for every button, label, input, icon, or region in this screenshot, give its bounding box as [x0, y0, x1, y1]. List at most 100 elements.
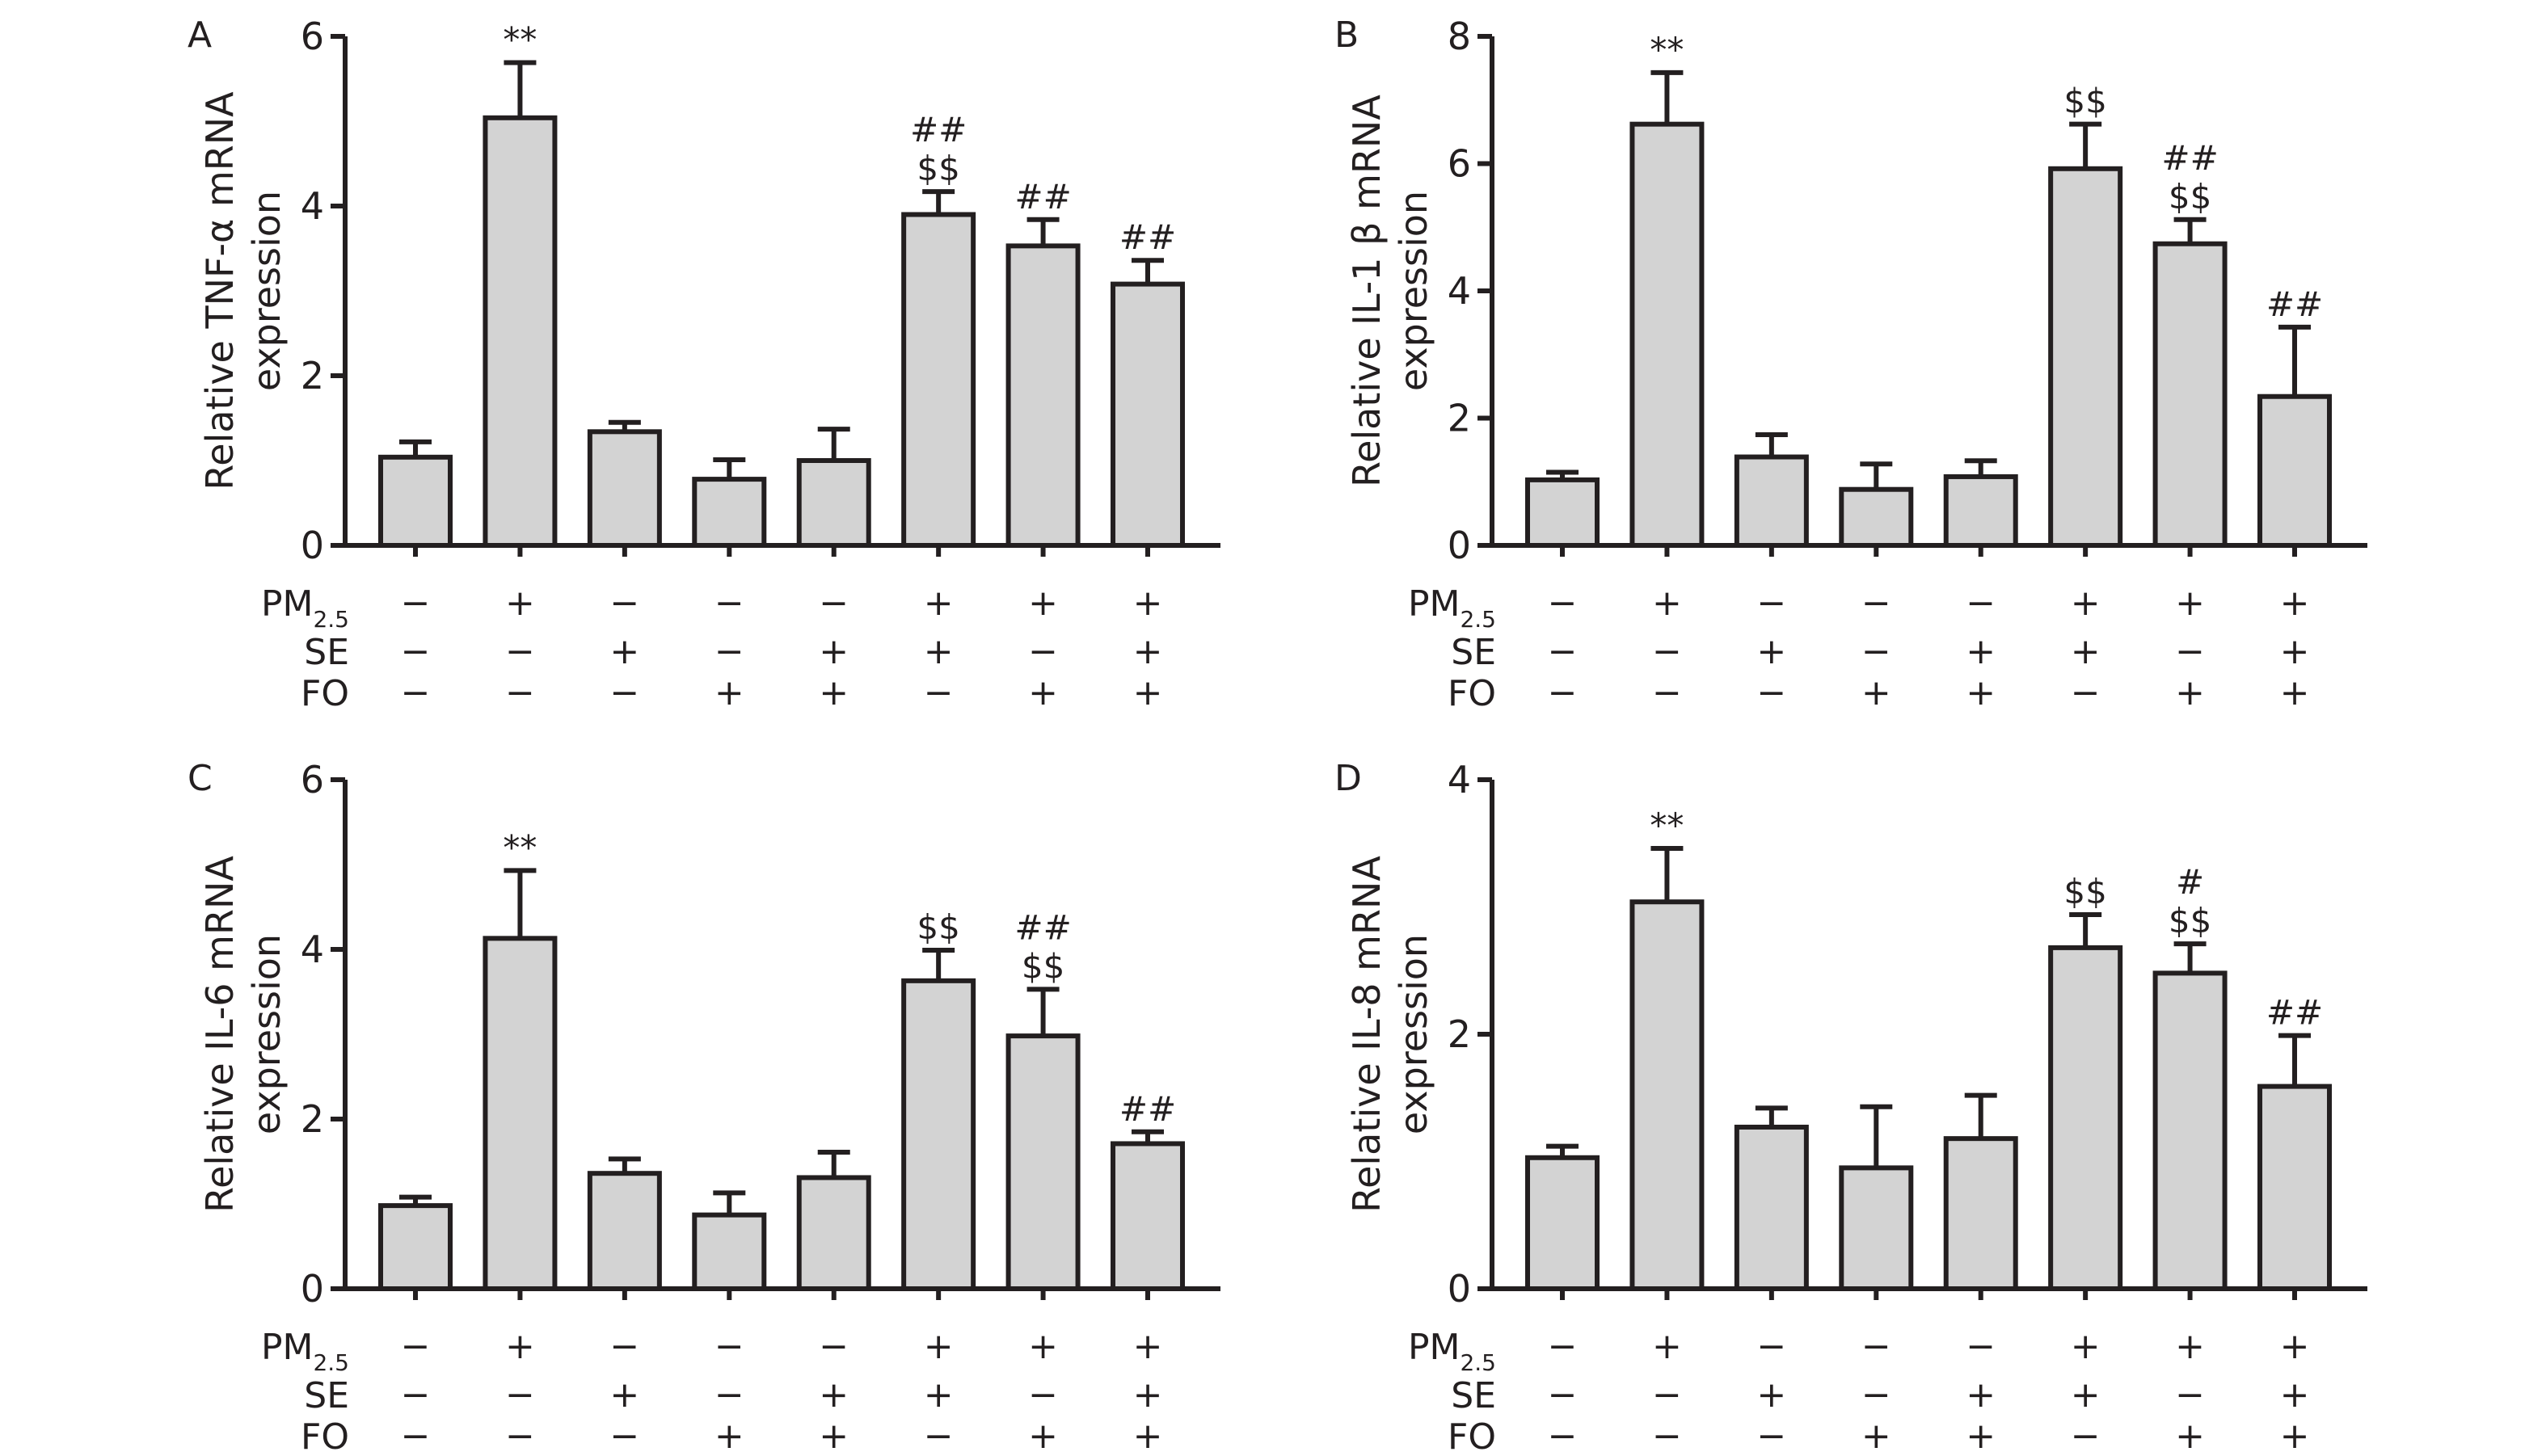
treatment-sign: −	[401, 631, 431, 672]
significance-label: **	[1650, 30, 1684, 69]
treatment-name: FO	[301, 1416, 349, 1452]
y-tick-label: 6	[1448, 142, 1471, 186]
y-tick-label: 8	[1448, 15, 1471, 58]
treatment-row-label: PM2.5	[261, 583, 349, 633]
bar	[1734, 1124, 1809, 1291]
treatment-sign: −	[1861, 583, 1891, 624]
treatment-sign: +	[1028, 1326, 1058, 1367]
treatment-row-label: SE	[304, 632, 349, 673]
bar	[1839, 486, 1914, 549]
treatment-sign: +	[1966, 631, 1996, 672]
significance-label: ##	[1014, 907, 1071, 947]
treatment-sign: −	[401, 583, 431, 624]
treatment-sign: −	[1028, 631, 1058, 672]
panel-b: B Relative IL-1 β mRNA expression 0 2 4 6 8 ** $$…	[1334, 15, 2367, 714]
y-axis-title-line: expression	[1392, 191, 1435, 391]
bar	[483, 115, 558, 549]
treatment-sign: +	[819, 1416, 849, 1452]
bar	[2152, 241, 2228, 548]
treatment-sign: +	[2071, 583, 2101, 624]
bar	[1839, 1165, 1914, 1291]
treatment-row-label: PM2.5	[1408, 583, 1496, 633]
treatment-sign: −	[401, 1416, 431, 1452]
treatment-row-label: SE	[1451, 632, 1496, 673]
treatment-sign: +	[2280, 1416, 2310, 1452]
panel-letter: C	[188, 758, 213, 799]
panel-letter: D	[1334, 758, 1362, 799]
treatment-name: FO	[1448, 673, 1496, 714]
significance-label: **	[1650, 806, 1684, 845]
y-tick-label: 2	[1448, 397, 1471, 440]
bar	[1629, 899, 1705, 1291]
treatment-sign: −	[1548, 672, 1578, 713]
treatment-row-label: SE	[304, 1375, 349, 1416]
y-axis-title-line: expression	[245, 191, 289, 391]
bar	[483, 936, 558, 1291]
treatment-sign: −	[819, 1326, 849, 1367]
treatment-sign: −	[1652, 1416, 1682, 1452]
treatment-sign: −	[505, 631, 535, 672]
y-tick-label: 4	[1448, 269, 1471, 313]
y-axis-title-line: expression	[245, 934, 289, 1134]
y-axis-title-line: Relative IL-6 mRNA	[198, 856, 242, 1213]
bar	[901, 978, 976, 1291]
bar	[2152, 970, 2228, 1291]
bar	[2257, 1084, 2333, 1292]
treatment-sign: −	[2175, 631, 2205, 672]
treatment-name: PM	[261, 1327, 314, 1368]
treatment-row-label: PM2.5	[1408, 1327, 1496, 1376]
treatment-sign: +	[1966, 1374, 1996, 1416]
treatment-name: PM	[1408, 583, 1461, 625]
treatment-subscript: 2.5	[1460, 606, 1496, 633]
treatment-sign: +	[1861, 1416, 1891, 1452]
treatment-sign: +	[924, 1374, 954, 1416]
treatment-sign: −	[2071, 672, 2101, 713]
significance-label: #	[2176, 862, 2204, 902]
treatment-sign: +	[2175, 1416, 2205, 1452]
treatment-sign: −	[401, 672, 431, 713]
bar	[378, 454, 453, 548]
treatment-row-label: FO	[301, 673, 349, 714]
treatment-sign: +	[1133, 1326, 1163, 1367]
treatment-sign: −	[1028, 1374, 1058, 1416]
treatment-sign: +	[1133, 1374, 1163, 1416]
treatment-sign: +	[2280, 672, 2310, 713]
treatment-sign: +	[2071, 1374, 2101, 1416]
y-tick-label: 6	[301, 758, 324, 802]
significance-label: $$	[2169, 901, 2211, 941]
treatment-sign: −	[505, 1374, 535, 1416]
y-tick-label: 2	[301, 354, 324, 398]
y-tick-label: 4	[301, 928, 324, 971]
treatment-sign: +	[505, 583, 535, 624]
treatment-sign: −	[1652, 1374, 1682, 1416]
treatment-sign: +	[1756, 631, 1786, 672]
significance-label: $$	[917, 907, 959, 947]
bar	[2048, 166, 2123, 549]
treatment-sign: +	[1652, 1326, 1682, 1367]
treatment-sign: −	[2175, 1374, 2205, 1416]
significance-label: ##	[2161, 138, 2218, 178]
treatment-sign: +	[1966, 672, 1996, 713]
treatment-subscript: 2.5	[313, 606, 349, 633]
treatment-sign: −	[1548, 1326, 1578, 1367]
treatment-sign: −	[505, 1416, 535, 1452]
bar	[1943, 473, 2018, 549]
bar	[692, 477, 767, 548]
bar	[796, 458, 871, 548]
treatment-sign: +	[2280, 631, 2310, 672]
bar	[587, 429, 662, 548]
y-tick-label: 2	[301, 1097, 324, 1141]
treatment-sign: +	[2071, 631, 2101, 672]
bar	[901, 212, 976, 548]
treatment-row-label: FO	[301, 1416, 349, 1452]
treatment-sign: +	[1861, 672, 1891, 713]
treatment-sign: −	[609, 1326, 639, 1367]
significance-label: $$	[2063, 872, 2106, 911]
y-axis-title-line: Relative TNF-α mRNA	[198, 91, 242, 490]
significance-label: ##	[2266, 993, 2323, 1033]
significance-label: ##	[1014, 177, 1071, 217]
